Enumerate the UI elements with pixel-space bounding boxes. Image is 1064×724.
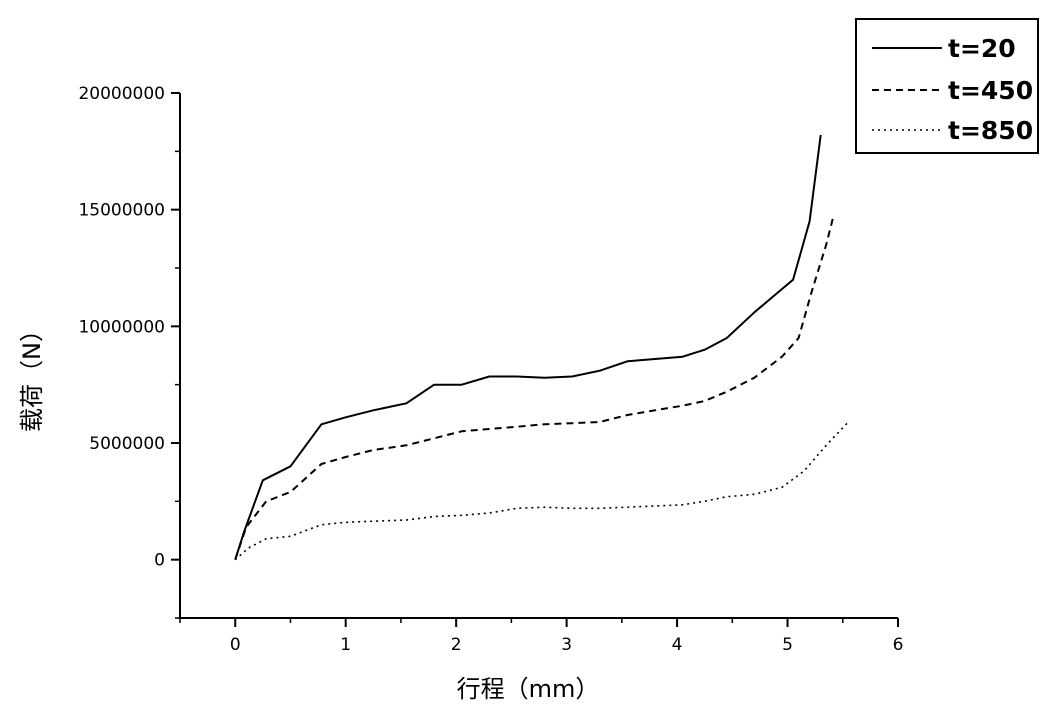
series-line-t450 — [234, 214, 835, 561]
series-line-t20 — [234, 134, 822, 561]
chart-axes — [179, 93, 898, 619]
x-tick-label: 4 — [672, 635, 683, 655]
y-tick-label: 0 — [154, 551, 165, 571]
legend-box — [855, 18, 1039, 154]
y-axis-title: 载荷（N） — [18, 318, 46, 432]
chart-legend: t=20 t=450 t=850 — [855, 18, 1039, 154]
x-axis-ticks: 0 1 2 3 4 5 6 — [179, 618, 904, 655]
y-tick-label: 15000000 — [78, 201, 165, 221]
chart-series-lines — [234, 134, 849, 561]
x-axis-title: 行程（mm） — [457, 675, 600, 703]
y-axis-ticks: 0 5000000 10000000 15000000 20000000 — [78, 84, 180, 619]
series-line-t850 — [234, 421, 849, 561]
x-tick-label: 0 — [230, 635, 241, 655]
x-tick-label: 3 — [561, 635, 572, 655]
x-tick-label: 2 — [451, 635, 462, 655]
y-tick-label: 20000000 — [78, 84, 165, 104]
y-tick-label: 10000000 — [78, 317, 165, 337]
legend-label-t450: t=450 — [948, 76, 1033, 105]
x-tick-label: 1 — [340, 635, 351, 655]
legend-label-t20: t=20 — [948, 34, 1016, 63]
y-tick-label: 5000000 — [89, 434, 165, 454]
legend-label-t850: t=850 — [948, 116, 1033, 145]
x-tick-label: 5 — [782, 635, 793, 655]
x-tick-label: 6 — [893, 635, 904, 655]
